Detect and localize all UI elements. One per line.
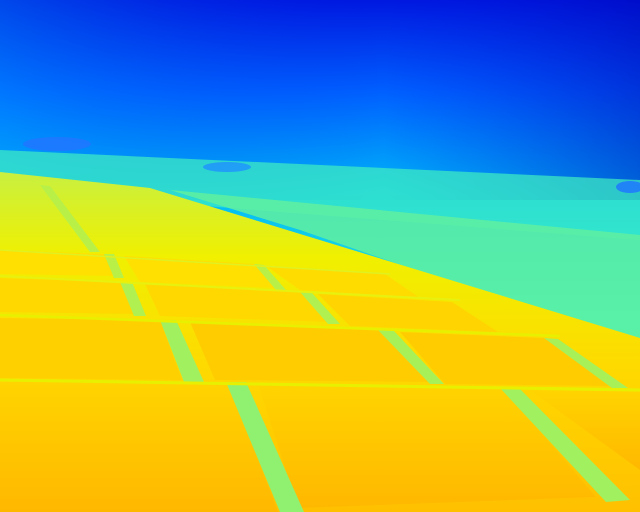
panel (190, 322, 432, 382)
panel-gap (104, 254, 124, 278)
panel (0, 278, 134, 314)
panel-gap (120, 282, 146, 316)
distant-object-center (203, 162, 251, 172)
panel (400, 332, 612, 386)
panel (145, 284, 330, 322)
panel-gap (500, 388, 630, 502)
panel-gap (226, 382, 304, 512)
panel-gap (254, 264, 286, 290)
panel (258, 384, 596, 508)
distant-object-right (616, 181, 640, 193)
panel (318, 294, 498, 332)
distant-object-left (23, 137, 91, 151)
horizon-band (0, 150, 640, 240)
panel (0, 382, 278, 512)
panel-gap (300, 292, 340, 324)
panel (530, 390, 640, 470)
row-seam (0, 249, 391, 275)
panel (0, 250, 114, 276)
row-seam (0, 313, 561, 338)
panel-gap (544, 338, 628, 388)
row-seam (0, 275, 461, 301)
row-seam (0, 378, 640, 392)
panel-gap (378, 330, 444, 384)
panel (0, 318, 182, 380)
panel-gap (40, 185, 100, 252)
panel-gap (160, 320, 204, 382)
